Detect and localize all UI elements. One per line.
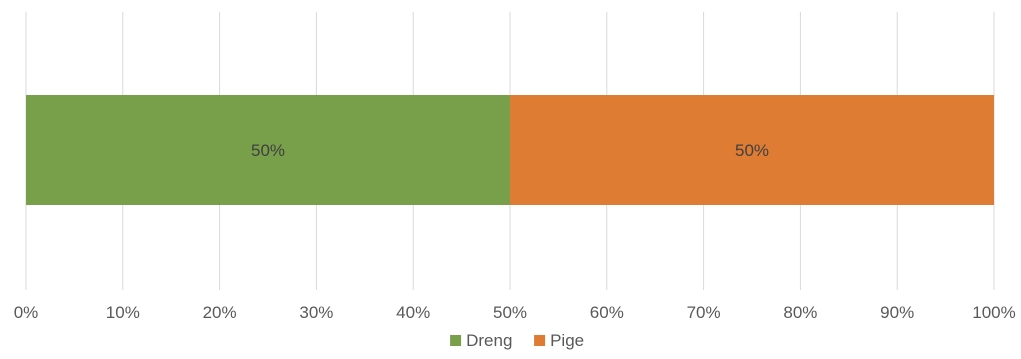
x-tick-label: 60%	[590, 303, 624, 322]
x-tick-label: 90%	[880, 303, 914, 322]
x-tick-label: 20%	[203, 303, 237, 322]
legend-label-pige: Pige	[550, 331, 584, 350]
bars	[26, 95, 994, 205]
legend: Dreng Pige	[450, 331, 584, 350]
data-label: 50%	[735, 141, 769, 160]
x-tick-label: 10%	[106, 303, 140, 322]
bar-segment-dreng	[26, 95, 510, 205]
x-tick-label: 0%	[14, 303, 39, 322]
x-tick-label: 100%	[972, 303, 1015, 322]
x-tick-label: 50%	[493, 303, 527, 322]
legend-label-dreng: Dreng	[466, 331, 512, 350]
x-tick-label: 30%	[299, 303, 333, 322]
x-tick-label: 40%	[396, 303, 430, 322]
x-axis-ticks: 0% 10% 20% 30% 40% 50% 60% 70% 80% 90% 100%	[14, 303, 1016, 322]
bar-segment-pige	[510, 95, 994, 205]
legend-swatch-dreng	[450, 335, 462, 346]
data-label: 50%	[251, 141, 285, 160]
x-tick-label: 70%	[687, 303, 721, 322]
x-tick-label: 80%	[783, 303, 817, 322]
legend-swatch-pige	[534, 335, 546, 346]
data-labels: 50% 50%	[251, 141, 769, 160]
